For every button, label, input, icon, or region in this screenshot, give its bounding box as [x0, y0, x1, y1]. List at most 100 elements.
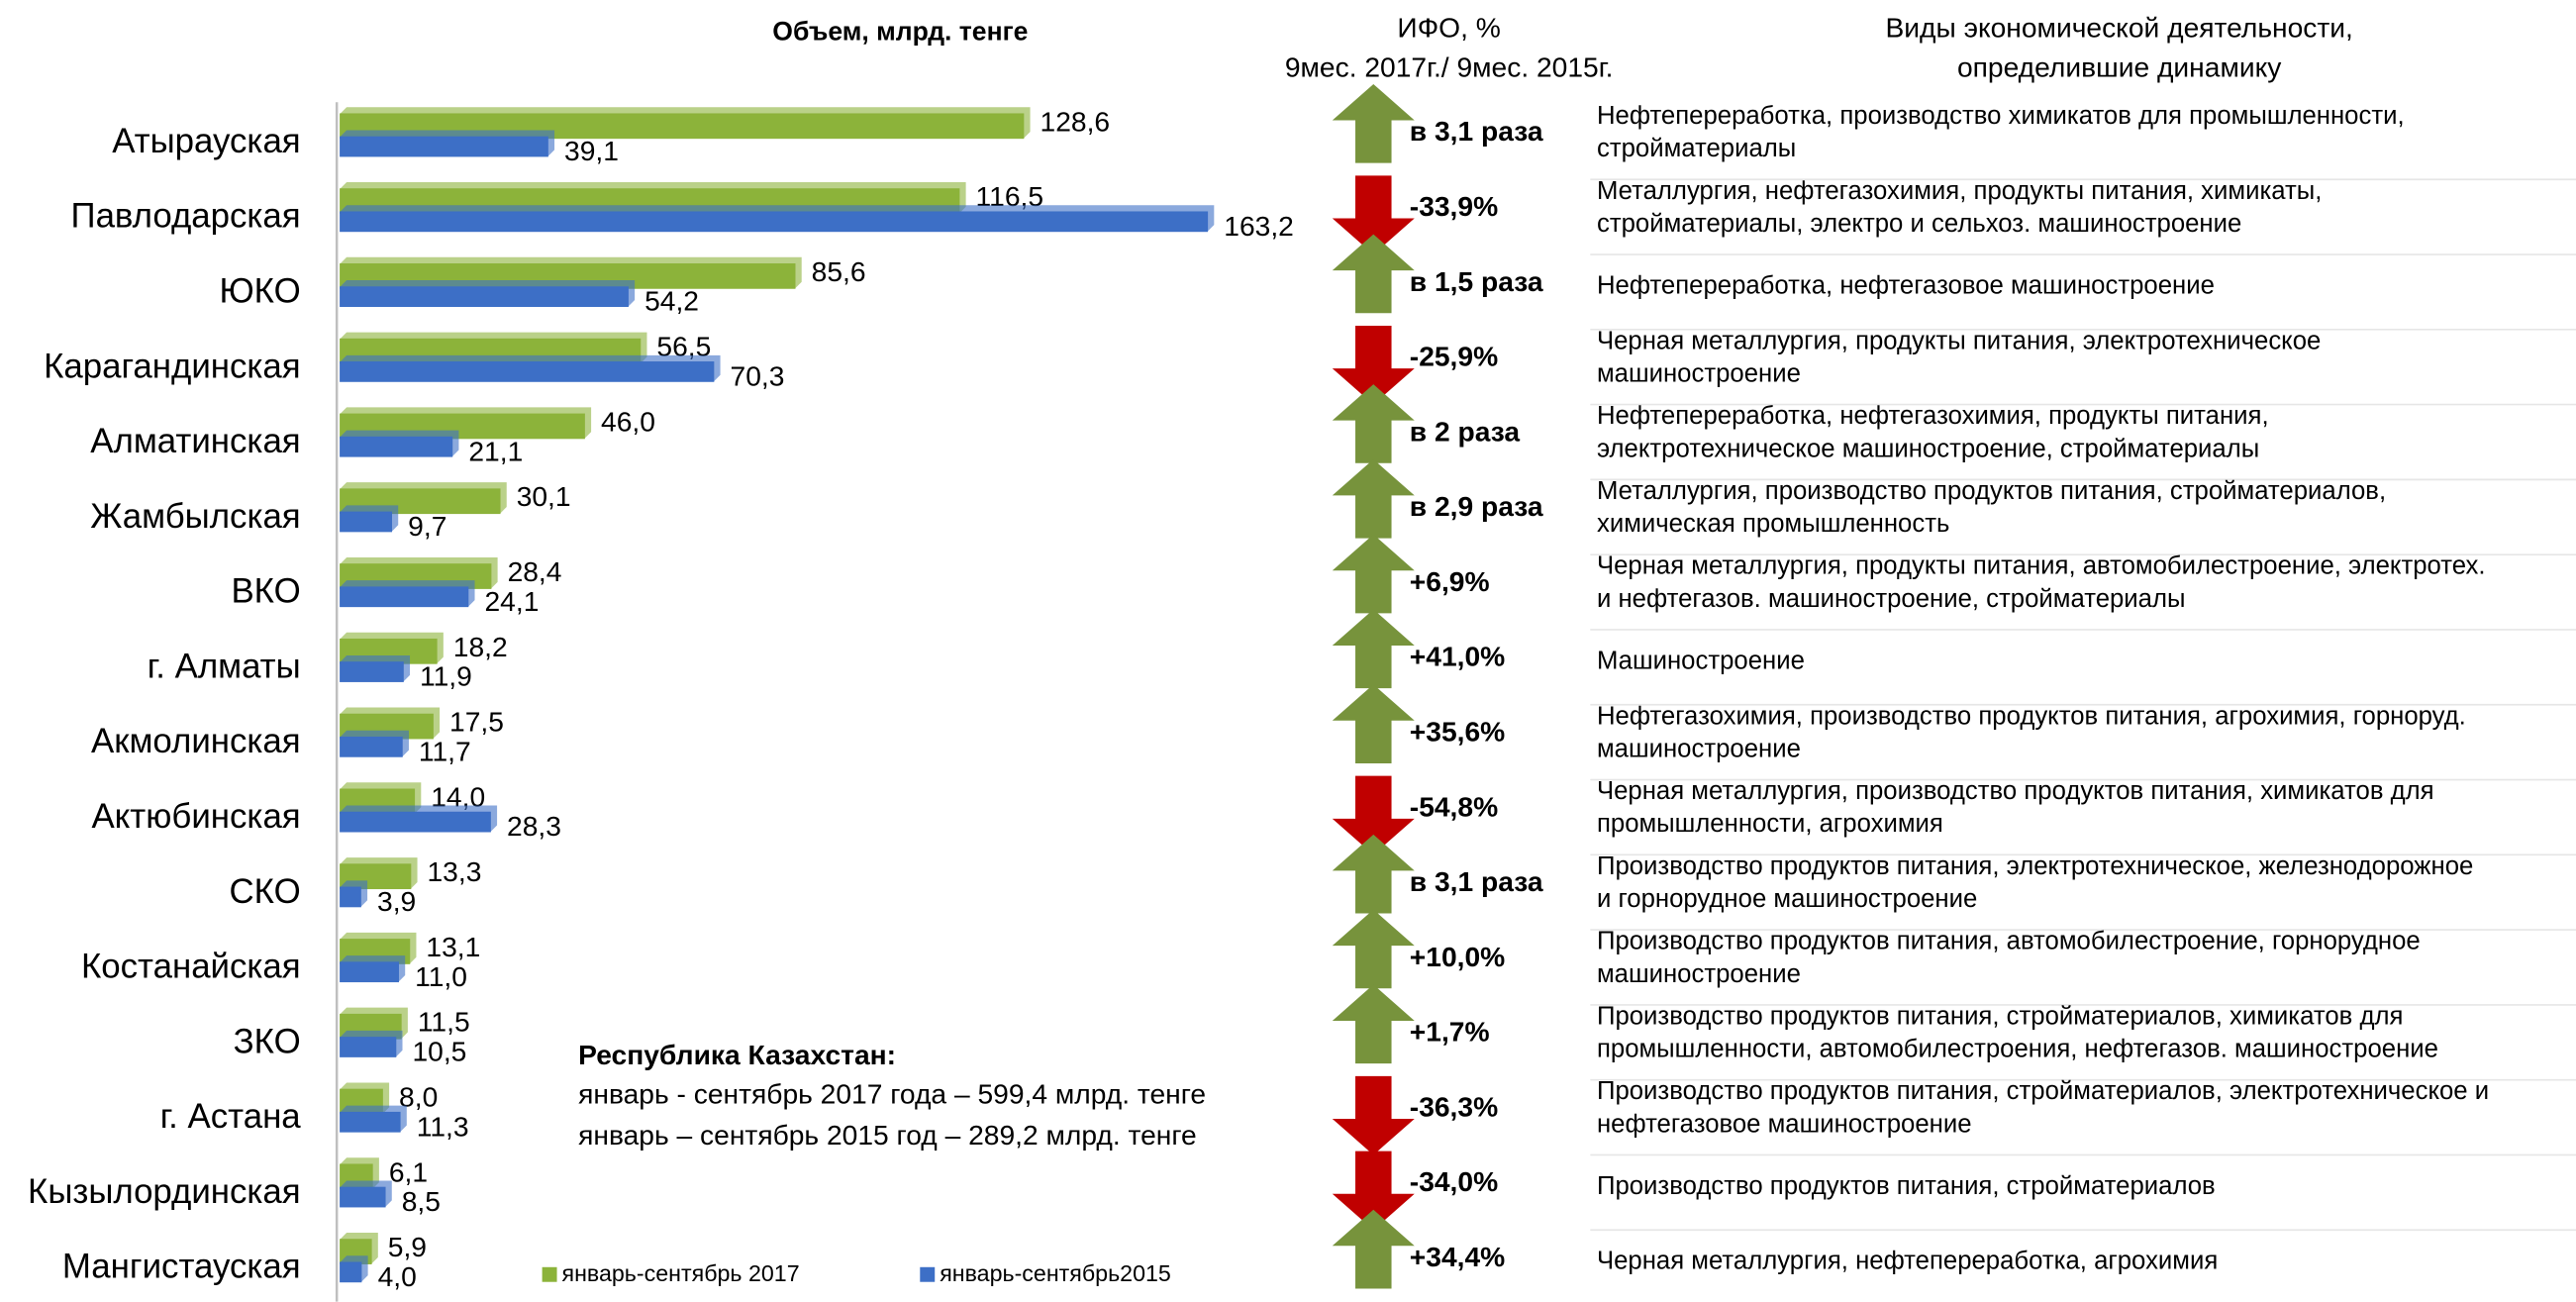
trend-arrow [1332, 1151, 1415, 1231]
value-label: 54,2 [644, 285, 699, 317]
trend-arrow [1332, 534, 1415, 614]
activity-text: Нефтепереработка, нефтегазовое машиностр… [1597, 271, 2215, 299]
category-label: Атырауская [112, 122, 300, 160]
ifo-header: ИФО, % [1397, 12, 1500, 44]
bar [340, 211, 1209, 233]
trend-arrow [1332, 175, 1415, 255]
bar [340, 811, 491, 833]
value-label: 5,9 [388, 1231, 427, 1262]
trend-arrow [1332, 775, 1415, 855]
ifo-label: +34,4% [1410, 1241, 1505, 1272]
value-label: 6,1 [389, 1155, 428, 1187]
category-label: Павлодарская [71, 197, 301, 236]
ifo-label: +35,6% [1410, 716, 1505, 748]
value-label: 30,1 [517, 480, 571, 512]
value-label: 3,9 [377, 885, 416, 917]
bar [340, 1037, 397, 1057]
value-label: 10,5 [412, 1036, 466, 1067]
activity-text: Машиностроение [1597, 647, 1805, 674]
activity-header: определившие динамику [1957, 51, 2282, 83]
value-label: 17,5 [449, 706, 504, 738]
category-label: ВКО [231, 572, 300, 611]
category-label: Мангистауская [62, 1248, 301, 1286]
bar [340, 436, 453, 457]
value-label: 85,6 [812, 255, 866, 287]
value-label: 46,0 [601, 405, 655, 437]
trend-arrow [1332, 1075, 1415, 1155]
ifo-label: в 3,1 раза [1410, 115, 1543, 147]
trend-arrow [1332, 909, 1415, 989]
legend-swatch [542, 1266, 557, 1282]
category-label: Жамбылская [90, 497, 300, 536]
bar [340, 286, 629, 307]
bar [340, 361, 715, 382]
value-label: 13,1 [426, 931, 480, 962]
activity-text: Нефтепереработка, производство химикатов… [1597, 102, 2405, 130]
activity-text: и нефтегазов. машиностроение, стройматер… [1597, 585, 2186, 613]
category-label: Кызылординская [28, 1172, 301, 1211]
activity-text: машиностроение [1597, 735, 1801, 762]
legend-swatch [920, 1266, 936, 1282]
value-label: 11,9 [420, 660, 472, 692]
value-label: 4,0 [378, 1260, 417, 1292]
bar [340, 886, 361, 908]
activity-text: Производство продуктов питания, автомоби… [1597, 928, 2421, 955]
value-label: 11,5 [418, 1006, 470, 1038]
trend-arrow [1332, 458, 1415, 539]
activity-text: Черная металлургия, продукты питания, ав… [1597, 552, 2486, 580]
value-label: 163,2 [1224, 210, 1294, 242]
activity-text: промышленности, автомобилестроения, нефт… [1597, 1036, 2438, 1063]
activity-text: Производство продуктов питания, электрот… [1597, 852, 2473, 880]
ifo-label: +10,0% [1410, 941, 1505, 972]
value-label: 13,3 [428, 855, 482, 887]
trend-arrow [1332, 384, 1415, 463]
legend-label: январь-сентябрь2015 [940, 1260, 1171, 1286]
value-label: 24,1 [484, 585, 539, 617]
activity-text: машиностроение [1597, 360, 1801, 388]
activity-text: Черная металлургия, нефтепереработка, аг… [1597, 1248, 2218, 1275]
activity-text: машиностроение [1597, 960, 1801, 988]
ifo-header: 9мес. 2017г./ 9мес. 2015г. [1285, 51, 1614, 83]
activity-text: электротехническое машиностроение, строй… [1597, 435, 2259, 462]
value-label: 11,0 [415, 960, 467, 992]
activity-text: стройматериалы, электро и сельхоз. машин… [1597, 210, 2241, 238]
value-label: 70,3 [731, 360, 785, 392]
ifo-label: -36,3% [1410, 1090, 1498, 1122]
ifo-label: -33,9% [1410, 190, 1498, 222]
bar [340, 586, 469, 608]
activity-text: нефтегазовое машиностроение [1597, 1110, 1972, 1138]
category-label: Карагандинская [44, 347, 301, 385]
value-label: 9,7 [408, 510, 446, 542]
bar [340, 736, 403, 757]
bar [340, 511, 392, 533]
bar [340, 1186, 386, 1208]
activity-text: Производство продуктов питания, строймат… [1597, 1172, 2216, 1200]
category-label: Акмолинская [91, 722, 301, 760]
value-label: 11,7 [419, 735, 471, 766]
category-label: Актюбинская [91, 797, 300, 836]
trend-arrow [1332, 834, 1415, 914]
bar [340, 961, 399, 983]
activity-text: Черная металлургия, производство продукт… [1597, 777, 2434, 805]
value-label: 128,6 [1040, 105, 1111, 137]
trend-arrow [1332, 234, 1415, 314]
ifo-label: в 2 раза [1410, 415, 1521, 447]
ifo-label: в 3,1 раза [1410, 865, 1543, 897]
trend-arrow [1332, 325, 1415, 405]
trend-arrow [1332, 984, 1415, 1064]
chart-title: Объем, млрд. тенге [772, 17, 1028, 47]
category-label: ЮКО [219, 272, 300, 311]
ifo-label: -25,9% [1410, 341, 1498, 372]
activity-text: стройматериалы [1597, 135, 1796, 162]
summary-line: январь - сентябрь 2017 года – 599,4 млрд… [578, 1078, 1206, 1110]
ifo-label: в 1,5 раза [1410, 265, 1543, 297]
value-label: 28,3 [507, 810, 561, 842]
value-label: 8,5 [402, 1185, 441, 1217]
category-label: ЗКО [234, 1022, 301, 1060]
activity-text: Нефтегазохимия, производство продуктов п… [1597, 702, 2466, 730]
activity-header: Виды экономической деятельности, [1885, 12, 2352, 44]
ifo-label: -54,8% [1410, 790, 1498, 822]
legend-label: январь-сентябрь 2017 [562, 1260, 800, 1286]
value-label: 18,2 [453, 631, 508, 662]
